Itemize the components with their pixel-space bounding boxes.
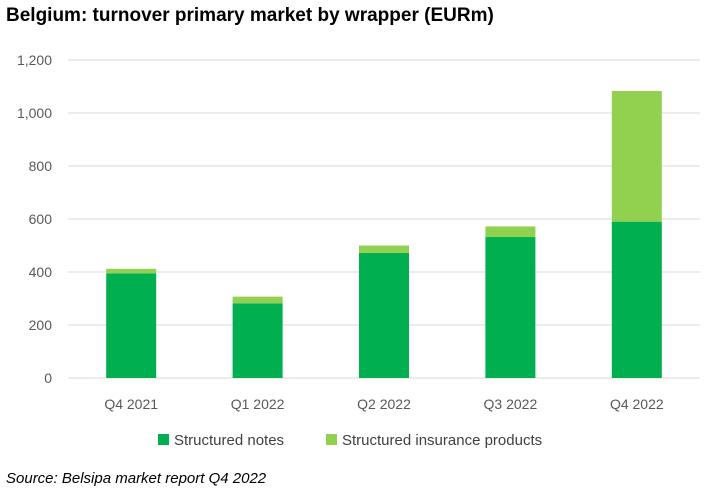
legend-swatch: [158, 434, 169, 445]
y-tick-label: 400: [29, 264, 53, 280]
y-tick-label: 0: [44, 370, 52, 386]
bar-structured-insurance-products: [611, 91, 662, 222]
bar-structured-notes: [485, 237, 536, 378]
x-tick-label: Q2 2022: [357, 396, 411, 412]
bar-structured-insurance-products: [232, 296, 283, 304]
legend-label: Structured notes: [174, 432, 284, 449]
bar-structured-insurance-products: [106, 268, 157, 274]
legend-label: Structured insurance products: [342, 432, 542, 449]
x-tick-label: Q3 2022: [484, 396, 538, 412]
y-tick-label: 1,200: [17, 52, 52, 68]
bar-structured-notes: [359, 252, 409, 378]
source-note: Source: Belsipa market report Q4 2022: [6, 470, 267, 487]
chart-title: Belgium: turnover primary market by wrap…: [6, 5, 494, 26]
x-tick-label: Q1 2022: [231, 396, 285, 412]
y-tick-label: 600: [29, 211, 53, 227]
bar-structured-notes: [106, 273, 157, 378]
bars: [106, 91, 662, 378]
y-tick-label: 800: [29, 158, 53, 174]
x-tick-label: Q4 2021: [104, 396, 158, 412]
x-axis-ticks: Q4 2021 Q1 2022 Q2 2022 Q3 2022 Q4 2022: [104, 396, 664, 412]
legend-swatch: [326, 434, 337, 445]
bar-structured-notes: [611, 221, 662, 378]
bar-structured-insurance-products: [485, 226, 536, 238]
bar-structured-insurance-products: [359, 245, 409, 253]
legend: Structured notes Structured insurance pro…: [158, 432, 542, 449]
bar-structured-notes: [232, 303, 283, 378]
y-tick-label: 200: [29, 317, 53, 333]
x-tick-label: Q4 2022: [610, 396, 664, 412]
y-tick-label: 1,000: [17, 105, 52, 121]
y-axis-ticks: 0 200 400 600 800 1,000 1,200: [17, 52, 52, 386]
